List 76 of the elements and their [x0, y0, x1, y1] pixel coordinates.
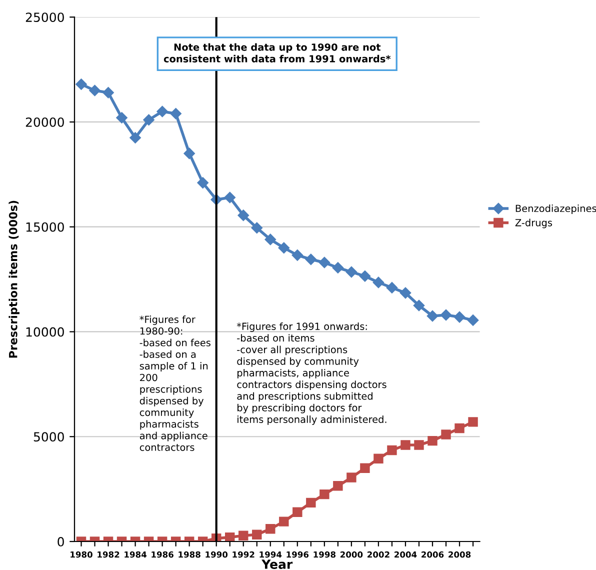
- point: [426, 310, 438, 322]
- point: [292, 507, 302, 517]
- point: [386, 282, 398, 294]
- point: [413, 300, 425, 312]
- point: [400, 287, 412, 299]
- point: [251, 222, 262, 234]
- point: [318, 256, 330, 268]
- point: [279, 516, 289, 526]
- point: [238, 530, 248, 540]
- point: [224, 192, 236, 204]
- point: [238, 210, 249, 221]
- y-tick-label: 10000: [26, 327, 64, 337]
- x-tick-label: 1984: [124, 551, 147, 558]
- y-axis-title: Prescription items (000s): [8, 200, 20, 358]
- point: [346, 266, 358, 278]
- x-tick-label: 2006: [422, 551, 444, 558]
- point: [320, 489, 330, 500]
- point: [305, 254, 317, 265]
- x-tick-label: 1996: [286, 551, 309, 558]
- point: [102, 87, 114, 98]
- point: [440, 309, 452, 321]
- point: [130, 132, 141, 144]
- point: [332, 262, 344, 274]
- point: [454, 311, 466, 323]
- x-tick-label: 1990: [206, 551, 228, 558]
- y-tick-label: 25000: [26, 12, 64, 22]
- y-tick-label: 5000: [34, 432, 64, 442]
- x-tick-label: 2002: [368, 551, 390, 558]
- point: [116, 112, 128, 124]
- x-tick-label: 1980: [70, 551, 92, 558]
- point: [414, 440, 424, 450]
- legend-label: Benzodiazepines: [516, 204, 596, 214]
- point: [467, 314, 479, 326]
- x-tick-label: 1986: [152, 551, 174, 558]
- point: [374, 454, 384, 464]
- point: [224, 532, 235, 542]
- point: [441, 430, 451, 440]
- x-tick-label: 1998: [314, 551, 336, 558]
- y-tick-label: 15000: [26, 222, 64, 232]
- point: [359, 270, 371, 282]
- point: [400, 440, 410, 450]
- point: [306, 498, 316, 508]
- point: [372, 276, 384, 288]
- point: [468, 417, 478, 427]
- annotation: Note that the data up to 1990 are not consistent with data from 1991 onwards*: [164, 43, 391, 62]
- y-tick-label: 0: [58, 536, 64, 546]
- point: [428, 436, 438, 446]
- legend-label: Z-drugs: [515, 218, 552, 228]
- y-tick-label: 20000: [26, 117, 64, 127]
- text: *Figures for 1980-90: -based on fees -based on a sample of 1 in 200 prescriptions dispensed by community pharmacists and appliance contractors: [140, 316, 210, 451]
- point: [197, 177, 208, 188]
- point: [184, 148, 195, 160]
- point: [266, 524, 276, 534]
- x-tick-label: 2008: [448, 551, 471, 558]
- point: [252, 530, 262, 540]
- point: [89, 84, 100, 96]
- point: [346, 472, 356, 482]
- point: [278, 242, 290, 254]
- point: [170, 108, 182, 120]
- point: [387, 445, 397, 456]
- x-tick-label: 1988: [178, 551, 200, 558]
- x-tick-label: 1982: [98, 551, 120, 558]
- point: [360, 463, 370, 473]
- point: [76, 78, 87, 90]
- point: [333, 481, 343, 491]
- point: [156, 106, 168, 118]
- point: [454, 423, 464, 434]
- x-tick-label: 2004: [394, 551, 417, 558]
- point: [143, 114, 154, 126]
- text: *Figures for 1991 onwards: -based on items -cover all prescriptions dispensed by community pharmacists, appliance contractors dispensing doctors and prescriptions submitted by prescribing doctors for items personally administered.: [236, 322, 386, 425]
- x-axis-title: Year: [262, 560, 293, 569]
- x-tick-label: 2000: [340, 551, 363, 558]
- x-tick-label: 1992: [232, 551, 254, 558]
- point: [264, 234, 276, 246]
- x-tick-label: 1994: [260, 551, 282, 558]
- point: [292, 250, 304, 261]
